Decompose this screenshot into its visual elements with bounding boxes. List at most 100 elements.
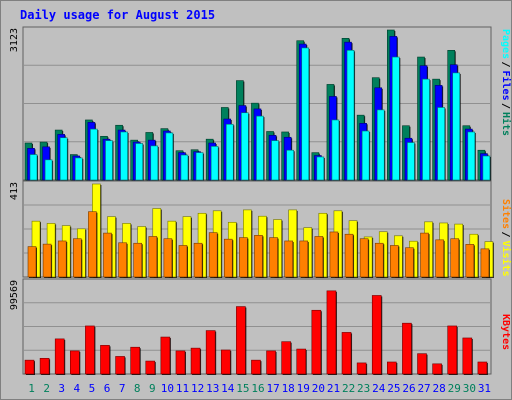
x-tick-label: 8 [134,382,141,395]
x-tick-label: 10 [161,382,174,395]
x-tick-label: 7 [119,382,126,395]
hits-files-pages-bar-pages [346,50,355,181]
visits-sites-bar-sites [359,238,369,278]
kbytes-bar-kbytes [54,338,65,375]
kbytes-bar-kbytes [130,346,140,375]
visits-sites-bar-sites [329,231,339,278]
visits-sites-bar-sites [42,243,52,278]
hits-files-pages-bar-pages [452,72,461,181]
x-tick-label: 16 [251,382,264,395]
x-tick-label: 25 [387,382,400,395]
x-tick-label: 9 [149,382,156,395]
x-tick-label: 31 [478,382,491,395]
hits-files-pages-bar-pages [44,159,53,181]
kbytes-bar-kbytes [205,330,216,375]
hits-files-pages-legend-pages: Pages [500,29,511,59]
x-tick-label: 23 [357,382,370,395]
kbytes-bar-kbytes [387,361,397,375]
visits-sites-bar-sites [118,242,127,278]
hits-files-pages-legend-files: Files [500,71,512,101]
x-tick-label: 24 [372,382,386,395]
x-tick-label: 14 [221,382,235,395]
x-tick-label: 12 [191,382,204,395]
visits-sites-bar-sites [284,240,293,278]
kbytes-max-label: 99569 [9,280,20,310]
hits-files-pages-bar-pages [105,140,113,181]
x-tick-label: 11 [176,382,189,395]
hits-files-pages-bar-pages [286,149,294,181]
kbytes-bar-kbytes [341,332,352,375]
hits-files-pages-bar-pages [150,145,159,181]
kbytes-bar-kbytes [447,325,458,375]
kbytes-bar-kbytes [145,360,156,375]
x-tick-label: 6 [104,382,111,395]
hits-files-pages-max-label: 3123 [9,28,20,52]
hits-files-pages-bar-pages [361,130,370,181]
hits-files-pages-bar-pages [241,112,249,181]
kbytes-bar-kbytes [160,336,171,375]
visits-sites-bar-sites [344,233,354,278]
x-tick-label: 18 [282,382,295,395]
x-tick-label: 28 [433,382,446,395]
x-tick-label: 21 [327,382,340,395]
kbytes-bar-kbytes [402,322,412,375]
hits-files-pages-bar-pages [210,146,219,181]
kbytes-bar-kbytes [462,337,473,375]
hits-files-pages-bar-pages [135,143,143,181]
kbytes-legend-kbytes: KBytes [500,314,511,350]
visits-sites-bar-sites [193,242,203,278]
kbytes-bar-kbytes [251,359,261,375]
visits-sites-legend-sites: Sites [500,199,512,229]
visits-sites-bar-sites [390,245,399,278]
visits-sites-legend-separator: / [500,232,511,238]
x-tick-label: 4 [74,382,81,395]
kbytes-bar-kbytes [69,350,80,375]
kbytes-bar-kbytes [220,349,231,375]
hits-files-pages-bar-pages [331,119,340,181]
kbytes-bar-kbytes [371,295,382,375]
hits-files-pages-bar-pages [301,47,310,181]
visits-sites-bar-sites [103,232,112,278]
x-tick-label: 29 [448,382,461,395]
kbytes-bar-kbytes [356,362,367,375]
visits-sites-max-label: 413 [9,182,20,200]
hits-files-pages-bar-pages [467,131,476,181]
visits-sites-bar-sites [465,244,475,278]
hits-files-pages-bar-pages [165,132,174,181]
hits-files-pages-bar-pages [90,128,98,181]
hits-files-pages-bar-pages [195,152,204,181]
kbytes-bar-kbytes [311,309,322,375]
hits-files-pages-bar-pages [180,154,189,181]
chart-layer: 3123 Pages/Files/Hits413Sites/Visits99569… [9,26,512,395]
visits-sites-bar-sites [435,239,444,278]
visits-sites-bar-sites [299,240,309,278]
x-tick-label: 3 [58,382,65,395]
visits-sites-bar-sites [133,242,142,278]
hits-files-pages-bar-pages [316,156,325,181]
x-tick-label: 1 [28,382,35,395]
visits-sites-bar-sites [163,238,173,278]
x-tick-label: 5 [89,382,96,395]
visits-sites-bar-sites [450,238,460,278]
hits-files-pages-bar-pages [376,109,385,181]
visits-sites-bar-sites [148,236,158,278]
x-tick-label: 19 [297,382,310,395]
kbytes-bar-kbytes [175,350,186,375]
visits-sites-bar-sites [480,248,490,278]
kbytes-bar-kbytes [85,325,95,375]
kbytes-bar-kbytes [296,348,307,375]
kbytes-bar-kbytes [190,347,201,375]
visits-sites-bar-sites [405,247,414,278]
x-tick-label: 22 [342,382,355,395]
hits-files-pages-legend-separator: / [500,103,511,109]
hits-files-pages-bar-pages [437,107,445,181]
visits-sites-bar-sites [420,232,429,278]
hits-files-pages-bar-pages [422,78,430,181]
hits-files-pages-legend-separator: / [500,62,511,68]
x-tick-label: 26 [402,382,415,395]
visits-sites-bar-sites [239,237,248,278]
kbytes-bar-kbytes [326,290,337,375]
kbytes-bar-kbytes [417,353,427,375]
kbytes-bar-kbytes [266,350,276,375]
